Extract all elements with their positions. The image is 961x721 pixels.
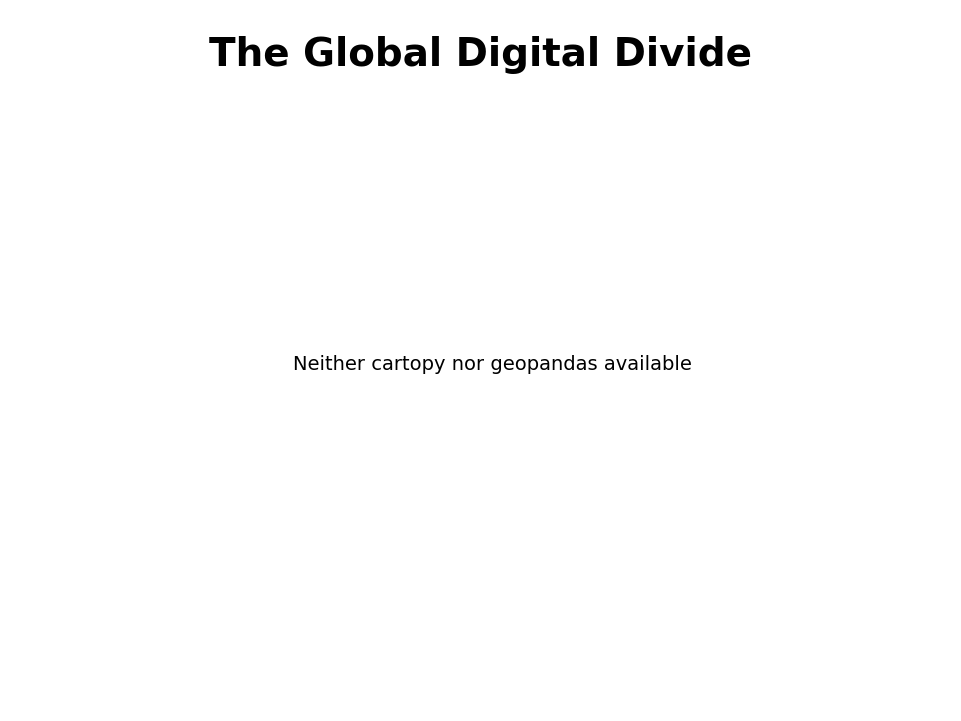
- Text: The Global Digital Divide: The Global Digital Divide: [209, 36, 752, 74]
- Text: Neither cartopy nor geopandas available: Neither cartopy nor geopandas available: [293, 355, 692, 373]
